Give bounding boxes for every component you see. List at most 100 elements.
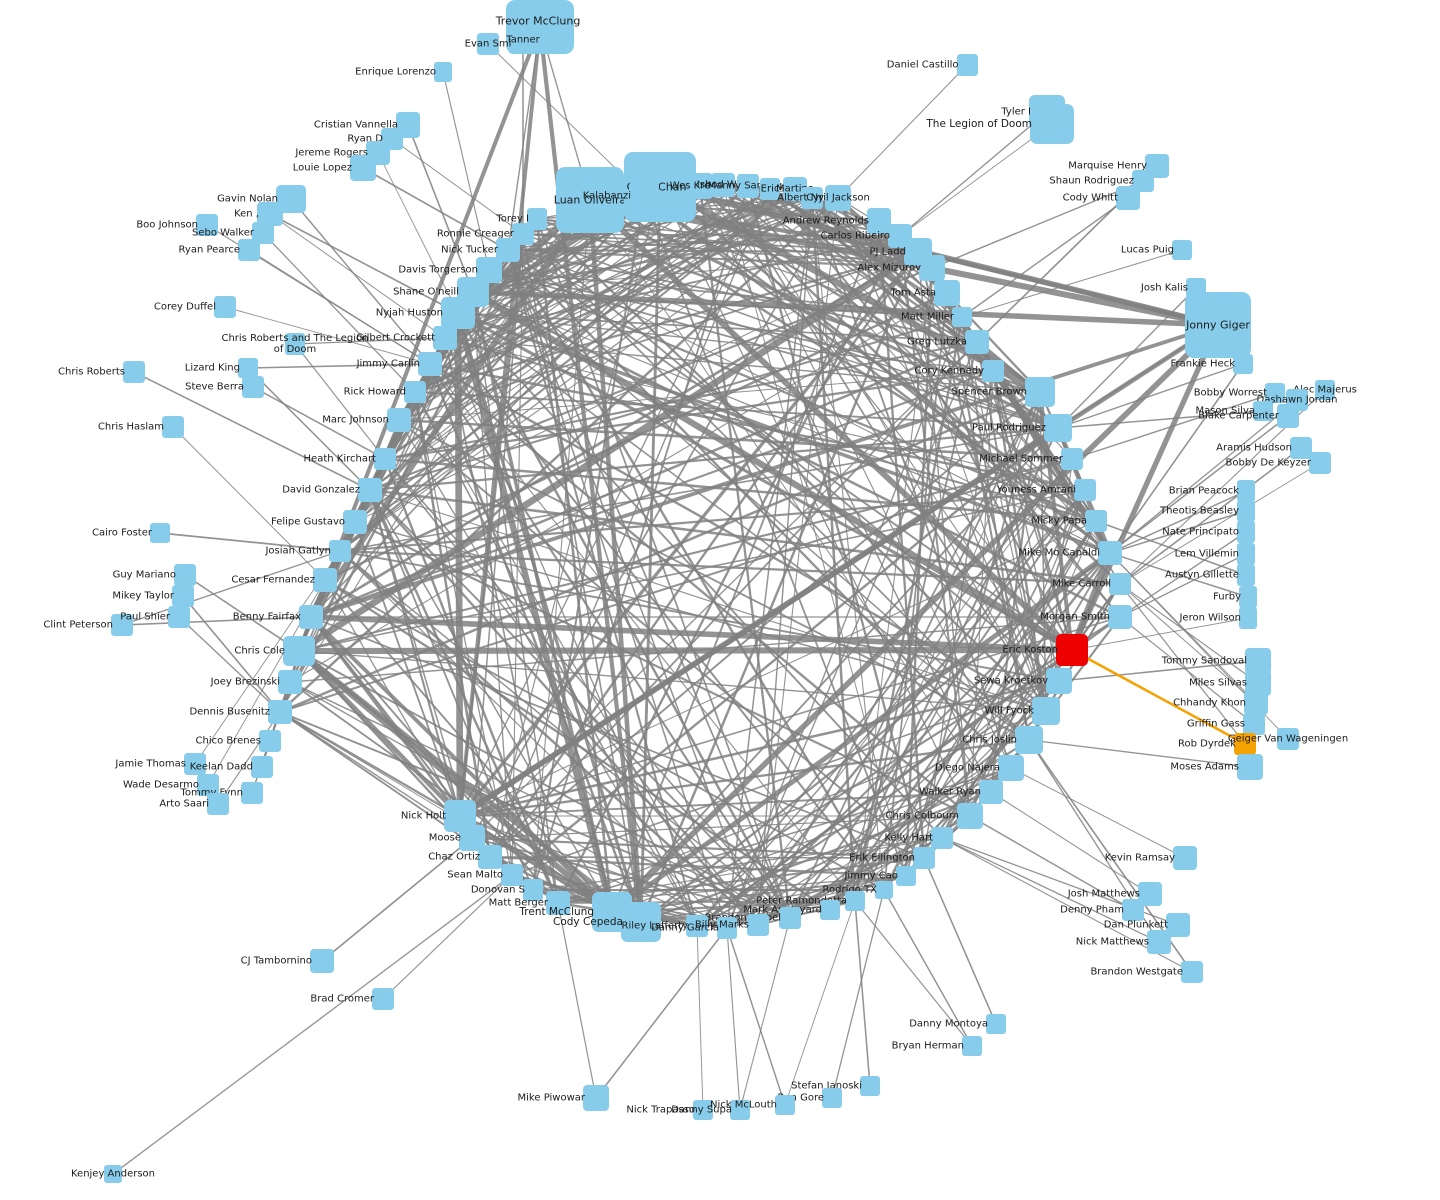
graph-node[interactable] — [717, 917, 737, 939]
graph-node[interactable] — [1253, 401, 1273, 421]
graph-node[interactable] — [1116, 186, 1140, 210]
graph-node[interactable] — [242, 376, 264, 398]
graph-node[interactable] — [197, 774, 219, 796]
graph-node[interactable] — [1244, 691, 1268, 715]
graph-node[interactable] — [238, 239, 260, 261]
graph-node[interactable] — [896, 866, 916, 886]
graph-node[interactable] — [104, 1165, 122, 1183]
graph-node[interactable] — [1172, 240, 1192, 260]
graph-node[interactable] — [404, 381, 426, 403]
graph-node[interactable] — [358, 478, 382, 502]
graph-node[interactable] — [965, 330, 989, 354]
graph-node[interactable] — [1046, 668, 1072, 694]
graph-node[interactable] — [1243, 713, 1265, 735]
graph-node[interactable] — [252, 222, 274, 244]
graph-node[interactable] — [1074, 479, 1096, 501]
graph-node[interactable] — [629, 181, 659, 211]
graph-node[interactable] — [278, 670, 302, 694]
graph-node[interactable] — [268, 700, 292, 724]
graph-node[interactable] — [214, 296, 236, 318]
graph-node[interactable] — [1015, 726, 1043, 754]
graph-node[interactable] — [1239, 607, 1257, 629]
graph-node[interactable] — [238, 358, 258, 378]
graph-node[interactable] — [867, 208, 891, 234]
graph-node[interactable] — [801, 187, 823, 209]
graph-node[interactable] — [556, 167, 624, 233]
graph-node[interactable] — [478, 845, 502, 869]
graph-node[interactable] — [860, 1076, 880, 1096]
graph-node[interactable] — [174, 564, 196, 586]
graph-node[interactable] — [1030, 104, 1074, 144]
graph-node[interactable] — [343, 510, 367, 534]
graph-node[interactable] — [934, 280, 960, 306]
graph-node[interactable] — [919, 255, 945, 281]
graph-node[interactable] — [1147, 930, 1171, 954]
graph-node[interactable] — [1181, 961, 1203, 983]
graph-node[interactable] — [172, 585, 194, 607]
graph-node[interactable] — [982, 360, 1004, 382]
graph-node[interactable] — [956, 54, 978, 76]
graph-node[interactable] — [931, 827, 953, 849]
graph-node[interactable] — [310, 949, 334, 973]
graph-node[interactable] — [1061, 448, 1083, 470]
graph-node[interactable] — [1108, 605, 1132, 629]
graph-node[interactable] — [441, 297, 475, 329]
graph-node[interactable] — [111, 614, 133, 636]
graph-node[interactable] — [299, 605, 323, 629]
graph-node[interactable] — [259, 730, 281, 752]
graph-node[interactable] — [687, 173, 713, 199]
graph-node[interactable] — [1309, 452, 1331, 474]
graph-node[interactable] — [998, 755, 1024, 781]
graph-node[interactable] — [207, 793, 229, 815]
graph-node[interactable] — [1277, 404, 1299, 428]
graph-node[interactable] — [313, 568, 337, 592]
graph-node[interactable] — [737, 174, 759, 198]
graph-node[interactable] — [523, 879, 543, 901]
graph-node[interactable] — [1237, 500, 1255, 522]
graph-node[interactable] — [162, 416, 184, 438]
graph-node[interactable] — [686, 915, 708, 937]
graph-node[interactable] — [374, 448, 396, 470]
graph-node[interactable] — [372, 988, 394, 1010]
graph-node[interactable] — [283, 636, 315, 666]
graph-node[interactable] — [775, 1095, 795, 1115]
graph-node[interactable] — [1237, 480, 1255, 502]
graph-node[interactable] — [1237, 521, 1255, 543]
graph-node[interactable] — [1237, 543, 1255, 565]
graph-node[interactable] — [583, 1085, 609, 1111]
graph-node[interactable] — [1044, 414, 1072, 442]
graph-node[interactable] — [822, 1088, 842, 1108]
graph-node[interactable] — [962, 1036, 982, 1056]
graph-node[interactable] — [434, 62, 452, 82]
graph-node[interactable] — [621, 902, 661, 942]
graph-node[interactable] — [508, 26, 538, 54]
graph-node[interactable] — [1233, 354, 1253, 374]
graph-node[interactable] — [1185, 292, 1251, 358]
graph-node[interactable] — [1109, 573, 1131, 595]
graph-node[interactable] — [747, 914, 769, 936]
graph-node[interactable] — [1032, 697, 1060, 725]
graph-node[interactable] — [1234, 733, 1256, 755]
graph-node[interactable] — [845, 891, 865, 911]
graph-node[interactable] — [1098, 541, 1122, 565]
graph-node[interactable] — [779, 907, 801, 929]
graph-node[interactable] — [1315, 380, 1335, 400]
graph-node[interactable] — [150, 523, 170, 543]
graph-node[interactable] — [986, 1014, 1006, 1034]
graph-node[interactable] — [501, 864, 523, 886]
graph-node[interactable] — [1237, 564, 1255, 586]
graph-node[interactable] — [123, 361, 145, 383]
graph-node[interactable] — [418, 352, 442, 376]
graph-node[interactable] — [546, 891, 570, 915]
graph-node[interactable] — [1265, 383, 1285, 403]
graph-node[interactable] — [1056, 634, 1088, 666]
graph-node[interactable] — [1173, 846, 1197, 870]
graph-node[interactable] — [1277, 728, 1299, 750]
graph-node[interactable] — [241, 782, 263, 804]
graph-node[interactable] — [184, 753, 206, 775]
graph-node[interactable] — [1290, 437, 1312, 459]
graph-node[interactable] — [711, 173, 735, 197]
graph-node[interactable] — [168, 606, 190, 628]
graph-node[interactable] — [350, 155, 376, 181]
graph-node[interactable] — [329, 540, 351, 562]
